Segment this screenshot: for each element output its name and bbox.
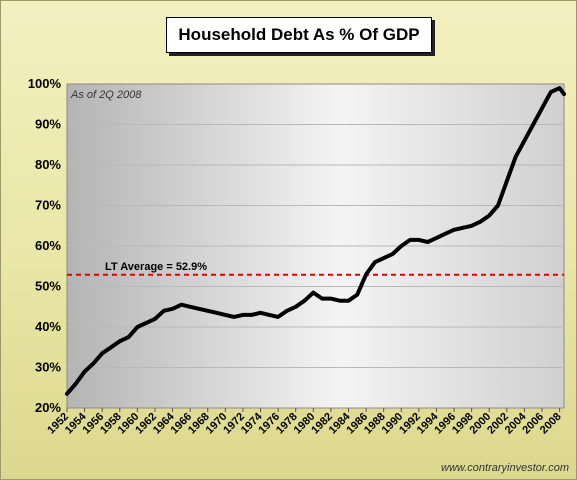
chart-title: Household Debt As % Of GDP	[166, 17, 432, 53]
grid-lines	[67, 124, 564, 368]
y-tick-label: 60%	[35, 238, 61, 253]
y-tick-label: 30%	[35, 360, 61, 375]
as-of-note: As of 2Q 2008	[70, 89, 142, 101]
average-reference-label: LT Average = 52.9%	[105, 261, 207, 273]
x-axis-ticks: 1952195419561958196019621964196619681970…	[45, 408, 564, 437]
y-axis-ticks: 20% 30% 40% 50% 60% 70% 80% 90% 100%	[28, 76, 62, 415]
y-tick-label: 90%	[35, 117, 61, 132]
x-tick-label: 2008	[538, 411, 564, 437]
series-line-household-debt	[65, 86, 566, 396]
y-tick-label: 100%	[28, 76, 62, 91]
y-tick-label: 70%	[35, 198, 61, 213]
y-tick-label: 40%	[35, 319, 61, 334]
y-tick-label: 80%	[35, 157, 61, 172]
y-tick-label: 50%	[35, 279, 61, 294]
y-tick-label: 20%	[35, 400, 61, 415]
source-credit: www.contraryinvestor.com	[441, 462, 569, 474]
